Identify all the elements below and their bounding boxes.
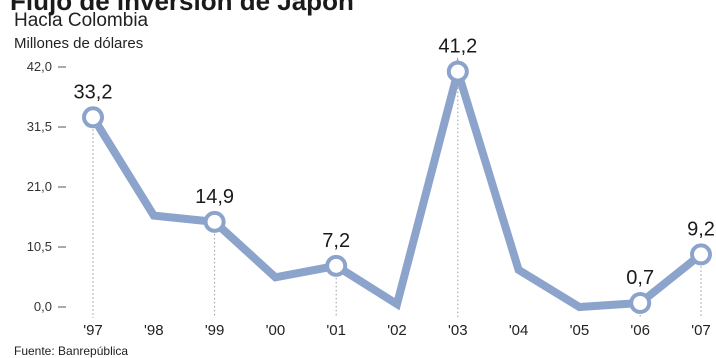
- data-point-marker: [325, 254, 348, 277]
- y-tick-label: 0,0: [34, 299, 52, 314]
- x-tick-label: '04: [509, 322, 529, 339]
- x-tick-label: '03: [448, 322, 468, 339]
- data-label: 33,2: [74, 81, 113, 103]
- data-point-marker: [446, 60, 469, 83]
- x-tick-label: '02: [387, 322, 407, 339]
- chart-title: Flujo de inversión de Japón: [10, 0, 354, 16]
- series-line: [89, 56, 704, 312]
- data-label: 7,2: [322, 230, 350, 252]
- data-point-marker: [690, 243, 712, 266]
- x-tick-label: '99: [205, 322, 225, 339]
- y-tick-label: 42,0: [27, 59, 52, 74]
- x-tick-label: '00: [266, 322, 286, 339]
- x-tick-label: '07: [691, 322, 711, 339]
- y-tick-label: 31,5: [27, 119, 52, 134]
- chart-subtitle: Hacia Colombia: [14, 10, 149, 31]
- data-label: 9,2: [687, 218, 715, 240]
- y-tick-label: 21,0: [27, 179, 52, 194]
- data-point-marker: [203, 210, 226, 233]
- data-label: 0,7: [626, 267, 654, 289]
- x-tick-label: '01: [326, 322, 346, 339]
- y-tick-label: 10,5: [27, 239, 52, 254]
- x-tick-label: '06: [630, 322, 650, 339]
- data-label: 14,9: [195, 186, 234, 208]
- data-label: 41,2: [438, 36, 477, 58]
- data-point-marker: [629, 292, 652, 314]
- data-point-marker: [82, 106, 104, 129]
- y-axis-units: Millones de dólares: [14, 35, 144, 52]
- x-tick-label: '98: [144, 322, 164, 339]
- x-tick-label: '05: [570, 322, 590, 339]
- source-note: Fuente: Banrepública: [14, 344, 129, 358]
- x-tick-label: '97: [83, 322, 103, 339]
